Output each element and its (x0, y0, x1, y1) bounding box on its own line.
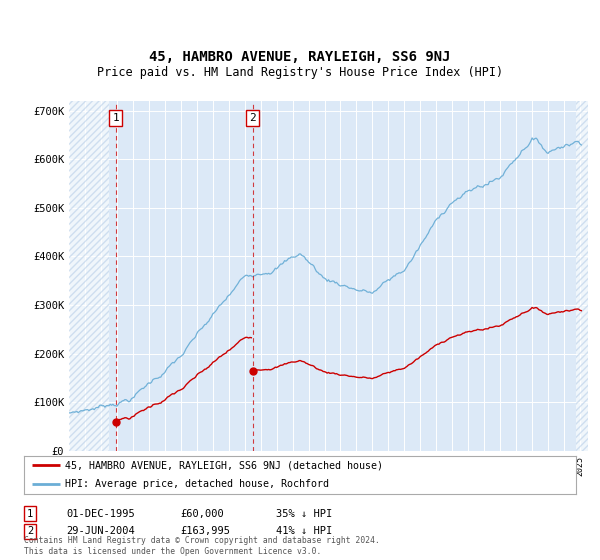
Text: 2: 2 (27, 526, 33, 536)
Text: 45, HAMBRO AVENUE, RAYLEIGH, SS6 9NJ (detached house): 45, HAMBRO AVENUE, RAYLEIGH, SS6 9NJ (de… (65, 460, 383, 470)
Text: Price paid vs. HM Land Registry's House Price Index (HPI): Price paid vs. HM Land Registry's House … (97, 66, 503, 80)
Text: 1: 1 (27, 508, 33, 519)
Text: HPI: Average price, detached house, Rochford: HPI: Average price, detached house, Roch… (65, 479, 329, 489)
Text: £163,995: £163,995 (180, 526, 230, 536)
Text: 1: 1 (112, 113, 119, 123)
Text: Contains HM Land Registry data © Crown copyright and database right 2024.
This d: Contains HM Land Registry data © Crown c… (24, 536, 380, 556)
Text: 29-JUN-2004: 29-JUN-2004 (66, 526, 135, 536)
Text: 2: 2 (249, 113, 256, 123)
Text: 45, HAMBRO AVENUE, RAYLEIGH, SS6 9NJ: 45, HAMBRO AVENUE, RAYLEIGH, SS6 9NJ (149, 50, 451, 64)
Text: £60,000: £60,000 (180, 508, 224, 519)
Text: 01-DEC-1995: 01-DEC-1995 (66, 508, 135, 519)
Text: 35% ↓ HPI: 35% ↓ HPI (276, 508, 332, 519)
Text: 41% ↓ HPI: 41% ↓ HPI (276, 526, 332, 536)
